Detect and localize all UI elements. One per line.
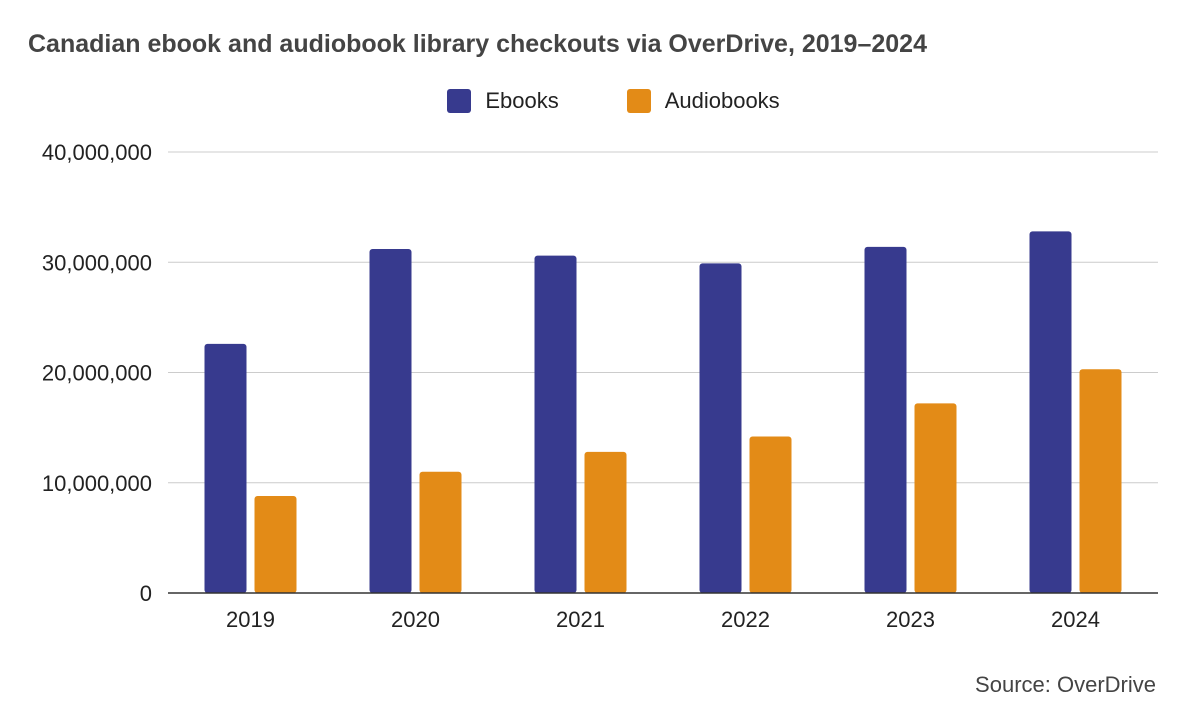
x-tick-label: 2020 (391, 607, 440, 632)
bar-ebooks-2022 (699, 263, 742, 593)
legend-item-audiobooks: Audiobooks (591, 88, 780, 114)
bar-audiobooks-2020 (419, 471, 462, 593)
bar-audiobooks-2019 (254, 495, 297, 593)
y-tick-label: 0 (140, 581, 152, 606)
bar-ebooks-2024 (1029, 231, 1072, 593)
x-tick-label: 2024 (1051, 607, 1100, 632)
chart-title: Canadian ebook and audiobook library che… (28, 30, 927, 58)
y-tick-label: 20,000,000 (42, 361, 152, 386)
source-note: Source: OverDrive (975, 672, 1156, 697)
x-tick-label: 2021 (556, 607, 605, 632)
y-tick-label: 40,000,000 (42, 140, 152, 165)
x-tick-label: 2022 (721, 607, 770, 632)
bar-ebooks-2023 (864, 246, 907, 593)
bar-audiobooks-2022 (749, 436, 792, 593)
bar-audiobooks-2021 (584, 451, 627, 593)
legend: Ebooks Audiobooks (0, 84, 1191, 118)
bar-ebooks-2020 (369, 249, 412, 593)
legend-label-audiobooks: Audiobooks (664, 88, 780, 113)
legend-item-ebooks: Ebooks (411, 88, 559, 114)
legend-swatch-ebooks (447, 89, 472, 113)
x-tick-label: 2023 (886, 607, 935, 632)
y-tick-label: 30,000,000 (42, 250, 152, 275)
bar-ebooks-2019 (204, 343, 247, 593)
bar-audiobooks-2024 (1079, 369, 1122, 593)
legend-label-ebooks: Ebooks (485, 88, 559, 113)
legend-swatch-audiobooks (626, 89, 651, 113)
bar-audiobooks-2023 (914, 403, 957, 593)
bar-ebooks-2021 (534, 255, 577, 593)
y-tick-label: 10,000,000 (42, 471, 152, 496)
x-tick-label: 2019 (226, 607, 275, 632)
